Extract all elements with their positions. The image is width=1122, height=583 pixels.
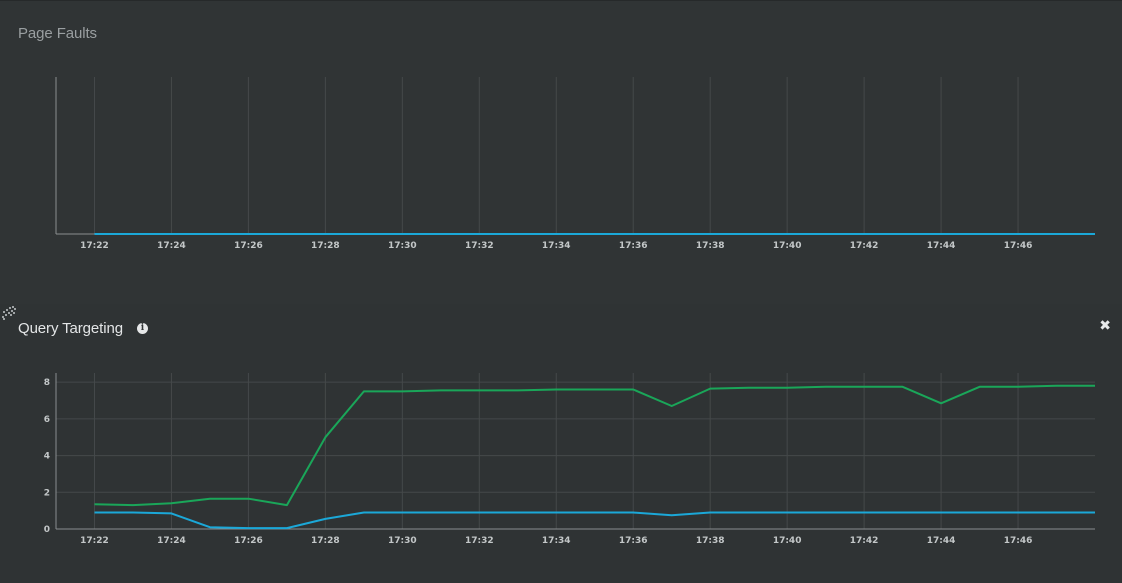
x-tick-label: 17:22 [80,536,109,546]
x-tick-label: 17:26 [234,241,263,251]
series-line-1 [94,511,1095,530]
x-tick-label: 17:22 [80,241,109,251]
x-tick-label: 17:32 [465,241,494,251]
x-tick-label: 17:36 [619,241,648,251]
y-tick-label: 2 [44,488,50,498]
y-tick-label: 0 [44,525,50,535]
x-tick-label: 17:42 [850,241,879,251]
close-icon[interactable]: ✖ [1099,318,1111,334]
x-tick-label: 17:34 [542,241,571,251]
y-tick-label: 8 [44,378,50,388]
page-faults-title: Page Faults [18,25,97,42]
x-tick-label: 17:30 [388,241,417,251]
page-faults-chart: 17:22 17:24 17:26 17:28 17:30 17:32 17:34 17:36… [55,77,1095,251]
x-tick-label: 17:24 [157,536,186,546]
x-tick-label: 17:26 [234,536,263,546]
info-icon[interactable]: i [137,323,148,334]
x-tick-label: 17:46 [1004,536,1033,546]
x-tick-label: 17:38 [696,536,725,546]
page-faults-panel: Page Faults 17:22 17:24 17:26 17:28 17:30 17:… [0,0,1122,251]
x-tick-label: 17:28 [311,536,340,546]
query-targeting-title: Query Targeting [18,320,123,337]
query-targeting-panel: Query Targeting i ✖ 0 2 4 6 8 17:22 17:24 17:26… [0,304,1122,583]
x-tick-label: 17:38 [696,241,725,251]
x-tick-label: 17:40 [773,241,802,251]
x-tick-label: 17:30 [388,536,417,546]
x-tick-label: 17:28 [311,241,340,251]
drag-handle-icon[interactable] [2,306,16,320]
x-tick-label: 17:46 [1004,241,1033,251]
y-tick-label: 6 [44,415,50,425]
x-tick-label: 17:44 [927,241,956,251]
x-tick-label: 17:40 [773,536,802,546]
series-line-0 [94,384,1095,507]
x-tick-label: 17:24 [157,241,186,251]
x-tick-label: 17:44 [927,536,956,546]
y-tick-label: 4 [44,452,50,462]
query-targeting-chart: 0 2 4 6 8 17:22 17:24 17:26 17:28 17:30 17:32 17:34… [44,373,1095,546]
x-tick-label: 17:34 [542,536,571,546]
x-tick-label: 17:32 [465,536,494,546]
x-tick-label: 17:42 [850,536,879,546]
x-tick-label: 17:36 [619,536,648,546]
